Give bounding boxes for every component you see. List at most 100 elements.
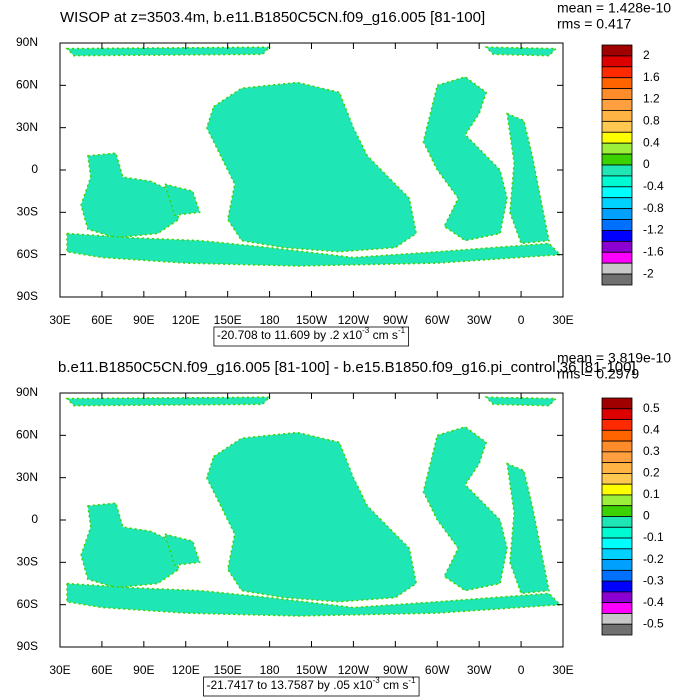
ocean-field <box>422 426 508 592</box>
y-tick-label: 30S <box>17 205 38 219</box>
colorbar-box <box>601 602 633 614</box>
colorbar-label: 0.2 <box>643 466 660 480</box>
ocean-field <box>66 582 562 617</box>
colorbar-label: 0.1 <box>643 487 660 501</box>
x-tick-label: 120W <box>338 313 370 327</box>
colorbar-box <box>601 153 633 166</box>
y-tick-label: 60S <box>17 597 38 611</box>
ocean-field <box>484 46 558 57</box>
colorbar-box <box>601 120 633 133</box>
colorbar-box <box>601 131 633 144</box>
colorbar-box <box>601 451 633 464</box>
colorbar-box <box>601 408 633 420</box>
colorbar-label: 1.2 <box>643 92 660 106</box>
x-tick-label: 60W <box>425 313 450 327</box>
colorbar-box <box>601 462 633 474</box>
colorbar-box <box>601 175 633 188</box>
colorbar-label: 0.4 <box>643 422 660 436</box>
colorbar-box <box>601 262 633 275</box>
info-exp: -3 <box>373 676 381 685</box>
colorbar-box <box>601 44 633 57</box>
colorbar-box <box>601 66 633 79</box>
colorbar-box <box>601 273 633 286</box>
x-tick-label: 150E <box>214 663 242 677</box>
info-unit-exp: -1 <box>408 676 416 685</box>
ocean-field <box>163 183 201 217</box>
x-tick-label: 30E <box>49 663 70 677</box>
x-tick-label: 120E <box>172 313 200 327</box>
colorbar-box <box>601 55 633 68</box>
contour-info: -20.708 to 11.609 by .2 x10-3 cm s-1 <box>217 326 406 342</box>
x-tick-label: 30E <box>49 313 70 327</box>
colorbar-box <box>601 240 633 253</box>
colorbar-box <box>601 623 633 636</box>
x-tick-label: 0 <box>518 313 525 327</box>
colorbar-box <box>601 429 633 442</box>
colorbar-box <box>601 580 633 593</box>
field <box>65 396 562 617</box>
x-tick-label: 150W <box>296 663 328 677</box>
x-tick-label: 30W <box>467 313 492 327</box>
colorbar-label: 2 <box>643 48 650 62</box>
colorbar-box <box>601 440 633 453</box>
colorbar-label: 0.8 <box>643 114 660 128</box>
y-tick-label: 30N <box>16 470 38 484</box>
colorbar-label: -1.2 <box>643 223 664 237</box>
y-tick-label: 90N <box>16 385 38 399</box>
info-exp: -3 <box>362 326 370 335</box>
colorbar-box <box>601 208 633 220</box>
y-tick-label: 90S <box>17 289 38 303</box>
x-tick-label: 60E <box>91 663 112 677</box>
colorbar-box <box>601 569 633 582</box>
x-tick-label: 30E <box>552 663 573 677</box>
x-tick-label: 30W <box>467 663 492 677</box>
ocean-field <box>422 76 508 242</box>
info-text: -21.7417 to 13.7587 by .05 x10 <box>206 678 372 692</box>
ocean-field <box>506 112 550 245</box>
ocean-field <box>205 81 418 253</box>
colorbar-box <box>601 251 633 264</box>
colorbar-box <box>601 516 633 528</box>
info-unit: cm s <box>380 678 409 692</box>
colorbar-label: -0.8 <box>643 201 664 215</box>
x-tick-label: 90E <box>133 313 154 327</box>
colorbar-box <box>601 197 633 210</box>
colorbar-box <box>601 219 633 231</box>
colorbar-label: -0.2 <box>643 552 664 566</box>
colorbar-box <box>601 186 633 199</box>
x-tick-label: 180 <box>260 313 280 327</box>
x-tick-label: 120E <box>172 663 200 677</box>
ocean-field <box>65 396 272 407</box>
colorbar-label: 1.6 <box>643 70 660 84</box>
colorbar-box <box>601 613 633 625</box>
colorbar-box <box>601 397 633 410</box>
colorbar-box <box>601 591 633 604</box>
colorbar-box <box>601 419 633 431</box>
field <box>65 46 562 267</box>
rms-label: rms = 0.2979 <box>557 366 639 382</box>
y-tick-label: 90N <box>16 35 38 49</box>
y-tick-label: 30S <box>17 555 38 569</box>
y-tick-label: 60S <box>17 247 38 261</box>
colorbar-box <box>601 110 633 122</box>
colorbar-label: -0.3 <box>643 573 664 587</box>
x-tick-label: 150E <box>214 313 242 327</box>
ocean-field <box>80 152 180 239</box>
mean-label: mean = 3.819e-10 <box>557 350 671 366</box>
colorbar-label: -1.6 <box>643 244 664 258</box>
x-tick-label: 60W <box>425 663 450 677</box>
colorbar-label: 0.5 <box>643 401 660 415</box>
x-tick-label: 90W <box>383 313 408 327</box>
y-tick-label: 60N <box>16 78 38 92</box>
contour-info: -21.7417 to 13.7587 by .05 x10-3 cm s-1 <box>206 676 416 692</box>
colorbar-box <box>601 164 633 177</box>
colorbar-box <box>601 505 633 517</box>
x-tick-label: 30E <box>552 313 573 327</box>
ocean-field <box>66 232 562 267</box>
colorbar-box <box>601 537 633 550</box>
info-box <box>203 676 420 697</box>
colorbar-box <box>601 473 633 485</box>
y-tick-label: 0 <box>31 162 38 176</box>
colorbar-box <box>601 88 633 100</box>
